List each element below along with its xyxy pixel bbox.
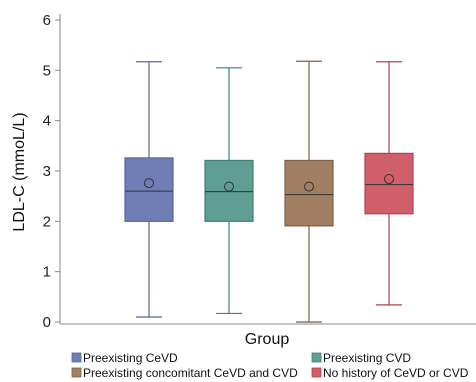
legend-swatch	[71, 367, 82, 378]
y-tick-label: 1	[43, 264, 51, 281]
x-axis-title: Group	[245, 331, 290, 348]
box-group	[364, 61, 414, 306]
box-group	[204, 67, 254, 315]
mean-marker	[304, 181, 314, 192]
y-axis-title: LDL-C (mmoL/L)	[11, 112, 28, 231]
box-group	[124, 61, 174, 318]
y-tick-label: 6	[43, 12, 51, 29]
y-tick-label: 3	[43, 163, 51, 180]
legend-label: Preexisting CeVD	[83, 351, 178, 365]
box-group	[284, 60, 334, 323]
y-tick-label: 4	[43, 113, 51, 130]
iqr-box	[284, 159, 334, 227]
legend-label: No history of CeVD or CVD	[323, 366, 469, 380]
legend: Preexisting CeVD Preexisting CVD Preexisti…	[71, 351, 469, 380]
iqr-box	[124, 157, 174, 222]
y-tick-label: 5	[43, 62, 51, 79]
legend-swatch	[71, 352, 82, 363]
mean-marker	[384, 174, 394, 185]
mean-marker	[144, 178, 154, 189]
mean-marker	[224, 181, 234, 192]
legend-swatch	[311, 352, 322, 363]
legend-swatch	[311, 367, 322, 378]
plot-area: 0 1 2 3 4 5 6	[43, 12, 476, 331]
y-tick-label: 2	[43, 213, 51, 230]
legend-label: Preexisting CVD	[323, 351, 411, 365]
legend-label: Preexisting concomitant CeVD and CVD	[83, 366, 298, 380]
y-tick-label: 0	[43, 314, 51, 331]
